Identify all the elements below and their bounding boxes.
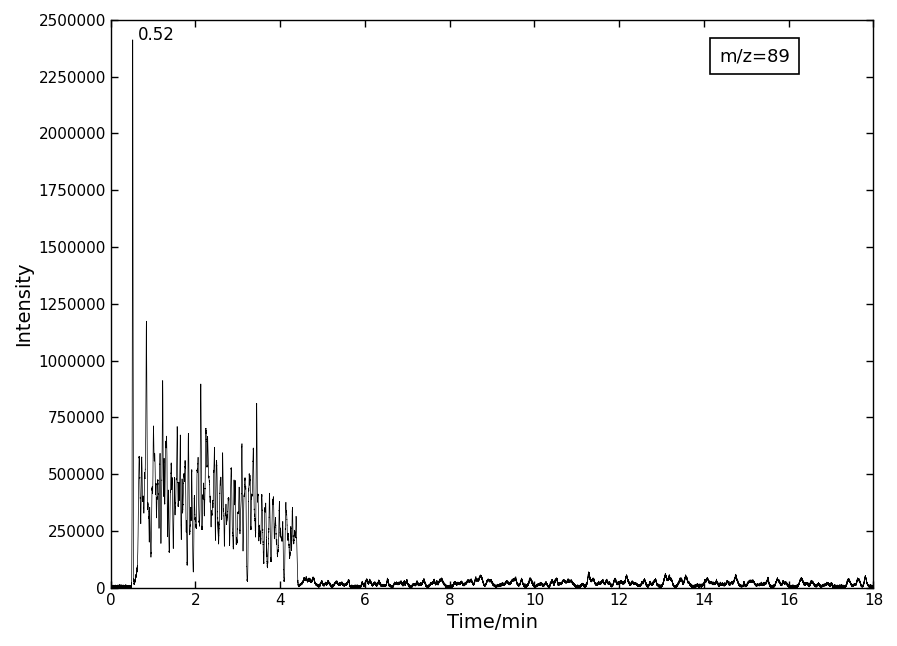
Y-axis label: Intensity: Intensity — [13, 262, 33, 346]
Text: 0.52: 0.52 — [138, 26, 175, 45]
X-axis label: Time/min: Time/min — [447, 613, 537, 632]
Text: m/z=89: m/z=89 — [719, 47, 790, 65]
